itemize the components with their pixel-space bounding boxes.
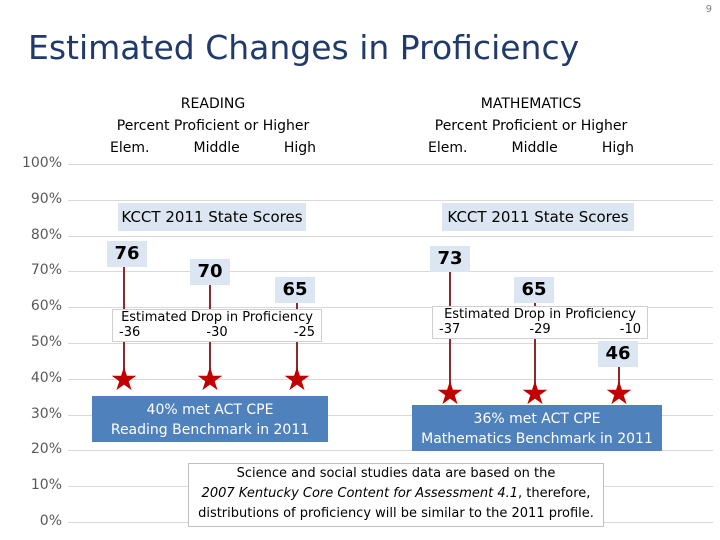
footnote-line1: Science and social studies data are base…	[236, 466, 556, 481]
reading-score-middle: 70	[190, 259, 230, 285]
reading-estimate-star-middle: ★	[195, 359, 225, 398]
y-tick-label: 30%	[30, 405, 62, 422]
math-drop-title: Estimated Drop in Proficiency	[444, 307, 636, 322]
math-score-elem: 73	[430, 246, 470, 272]
y-tick-label: 70%	[30, 262, 62, 279]
y-tick-label: 50%	[30, 334, 62, 350]
reading-benchmark-line2: Reading Benchmark in 2011	[110, 422, 310, 438]
reading-score-high: 65	[275, 277, 315, 303]
reading-level-high: High	[283, 140, 316, 156]
math-score-middle: 65	[514, 277, 554, 303]
reading-drop-elem: -36	[119, 325, 141, 340]
y-gridline	[68, 164, 713, 165]
y-gridline	[68, 235, 713, 237]
math-drop-middle: -29	[529, 322, 551, 337]
y-gridline	[68, 199, 713, 201]
math-benchmark-line1: 36% met ACT CPE	[473, 411, 601, 427]
math-drop-high: -10	[619, 322, 641, 337]
y-tick-label: 40%	[30, 369, 62, 386]
reading-drop-high: -25	[293, 325, 315, 340]
y-gridline	[68, 307, 713, 309]
math-level-elem: Elem.	[428, 140, 468, 156]
footnote-line2-italic: 2007 Kentucky Core Content for Assessmen…	[201, 486, 519, 501]
math-level-high: High	[601, 140, 634, 156]
y-tick-label: 90%	[30, 190, 62, 207]
math-stem-middle	[534, 289, 536, 394]
y-gridline	[68, 271, 713, 273]
math-drop-box: Estimated Drop in Proficiency -37 -29 -1…	[432, 306, 648, 339]
reading-header: READING Percent Proficient or Higher Ele…	[108, 93, 318, 159]
y-gridline	[68, 450, 713, 452]
math-subheading: Percent Proficient or Higher	[434, 118, 628, 134]
y-gridline	[68, 414, 713, 416]
reading-benchmark-line1: 40% met ACT CPE	[146, 402, 274, 418]
math-state-scores-label: KCCT 2011 State Scores	[442, 203, 634, 231]
reading-drop-middle: -30	[206, 325, 228, 340]
y-tick-label: 20%	[30, 441, 62, 458]
math-benchmark-box: 36% met ACT CPE Mathematics Benchmark in…	[412, 405, 662, 451]
reading-subheading: Percent Proficient or Higher	[116, 118, 310, 134]
y-tick-label: 0%	[39, 513, 62, 529]
reading-level-middle: Middle	[193, 140, 240, 156]
reading-benchmark-box: 40% met ACT CPE Reading Benchmark in 201…	[92, 396, 328, 442]
reading-drop-title: Estimated Drop in Proficiency	[121, 310, 313, 325]
y-gridline	[68, 378, 713, 380]
reading-state-scores-label: KCCT 2011 State Scores	[118, 203, 306, 231]
math-estimate-star-high: ★	[604, 374, 634, 413]
y-tick-label: 10%	[30, 477, 62, 494]
y-tick-label: 60%	[30, 298, 62, 315]
reading-estimate-star-elem: ★	[109, 359, 139, 398]
reading-score-elem: 76	[107, 241, 147, 267]
math-level-middle: Middle	[511, 140, 558, 156]
reading-drop-box: Estimated Drop in Proficiency -36 -30 -2…	[112, 309, 322, 342]
math-score-high: 46	[598, 341, 638, 367]
footnote-box: Science and social studies data are base…	[188, 463, 604, 527]
y-tick-label: 100%	[21, 155, 62, 171]
math-estimate-star-elem: ★	[435, 374, 465, 413]
footnote-line2: 2007 Kentucky Core Content for Assessmen…	[189, 484, 603, 504]
footnote-line3: distributions of proficiency will be sim…	[198, 506, 594, 521]
page-title: Estimated Changes in Proficiency	[28, 28, 580, 67]
math-estimate-star-middle: ★	[520, 374, 550, 413]
math-benchmark-line2: Mathematics Benchmark in 2011	[421, 431, 653, 447]
page-number: 9	[705, 4, 712, 15]
math-header: MATHEMATICS Percent Proficient or Higher…	[426, 93, 636, 159]
math-stem-high	[618, 357, 620, 394]
math-drop-elem: -37	[439, 322, 461, 337]
reading-estimate-star-high: ★	[282, 359, 312, 398]
math-heading: MATHEMATICS	[480, 96, 582, 112]
y-tick-label: 80%	[30, 226, 62, 243]
y-gridline	[68, 343, 713, 344]
reading-heading: READING	[180, 96, 246, 112]
reading-level-elem: Elem.	[110, 140, 150, 156]
footnote-line2-rest: , therefore,	[518, 486, 591, 501]
